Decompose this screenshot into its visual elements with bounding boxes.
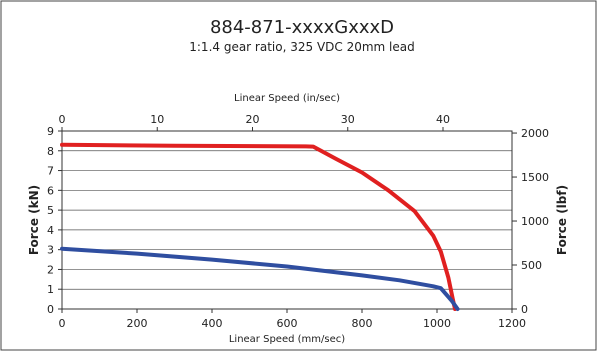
y2-tick-label: 1500 xyxy=(521,171,549,184)
x2-tick-label: 40 xyxy=(436,113,450,126)
y-tick-label: 1 xyxy=(47,283,54,296)
y-tick-label: 3 xyxy=(47,244,54,257)
x-tick-label: 1200 xyxy=(498,317,526,330)
x-tick-label: 400 xyxy=(202,317,223,330)
y-tick-label: 2 xyxy=(47,263,54,276)
chart-title: 884-871-xxxxGxxxD xyxy=(210,17,394,38)
x2-tick-label: 20 xyxy=(246,113,260,126)
x2-tick-label: 30 xyxy=(341,113,355,126)
x2-tick-label: 0 xyxy=(59,113,66,126)
y-tick-label: 4 xyxy=(47,224,54,237)
y2-tick-label: 1000 xyxy=(521,215,549,228)
y-tick-label: 6 xyxy=(47,184,54,197)
x-tick-label: 1000 xyxy=(423,317,451,330)
y2-tick-label: 2000 xyxy=(521,127,549,140)
y2-tick-label: 0 xyxy=(521,303,528,316)
y-tick-label: 5 xyxy=(47,204,54,217)
x2-tick-label: 10 xyxy=(150,113,164,126)
y-tick-label: 9 xyxy=(47,125,54,138)
x-tick-label: 200 xyxy=(127,317,148,330)
series-line-1 xyxy=(60,142,457,311)
y-tick-label: 0 xyxy=(47,303,54,316)
y2-axis-label: Force (lbf) xyxy=(555,185,569,255)
y-tick-label: 8 xyxy=(47,145,54,158)
x-tick-label: 800 xyxy=(352,317,373,330)
x-tick-label: 600 xyxy=(277,317,298,330)
y2-tick-label: 500 xyxy=(521,259,542,272)
x-tick-label: 0 xyxy=(59,317,66,330)
bottom-axis-label: Linear Speed (mm/sec) xyxy=(229,334,345,345)
y-axis-label: Force (kN) xyxy=(27,185,41,255)
chart-subtitle: 1:1.4 gear ratio, 325 VDC 20mm lead xyxy=(189,40,415,54)
top-axis-label: Linear Speed (in/sec) xyxy=(234,93,340,104)
series-line-2 xyxy=(60,246,460,311)
y-tick-label: 7 xyxy=(47,165,54,178)
series-lines xyxy=(60,142,460,311)
